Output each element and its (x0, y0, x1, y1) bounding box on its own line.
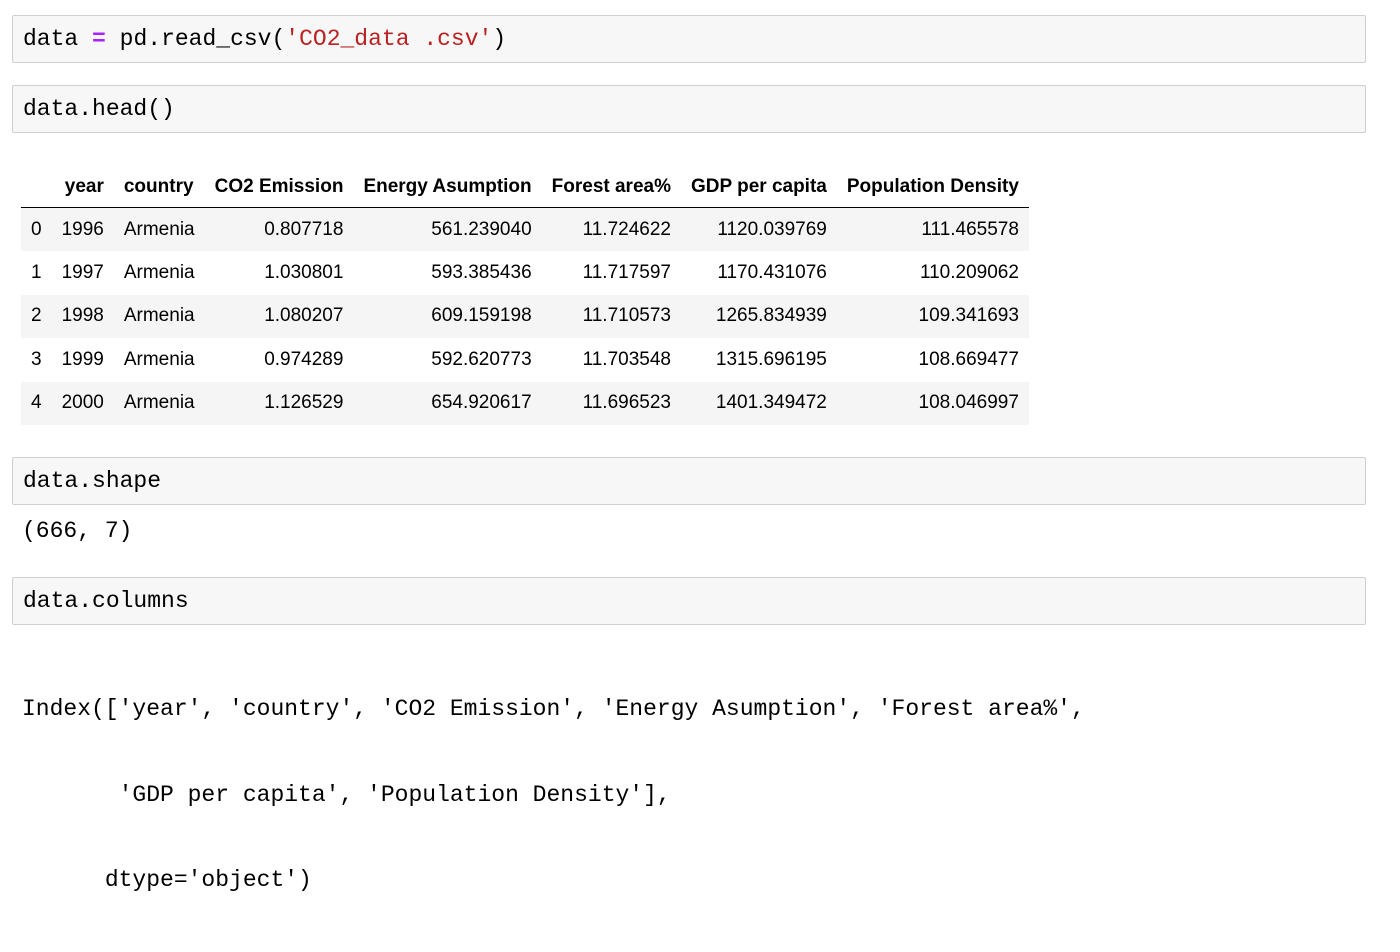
dataframe-output: year country CO2 Emission Energy Asumpti… (21, 167, 1029, 425)
cell-year: 1999 (61, 348, 104, 370)
cell-forest-area: 11.703548 (582, 348, 671, 370)
cell-country: Armenia (123, 218, 195, 240)
cell-co2-emission: 1.030801 (264, 261, 344, 283)
column-header-year: year (51, 167, 114, 208)
notebook: data = pd.read_csv('CO2_data .csv') data… (12, 15, 1366, 893)
code-cell-columns[interactable]: data.columns (12, 577, 1366, 625)
cell-population-density: 108.046997 (918, 392, 1019, 414)
cell-population-density: 108.669477 (918, 348, 1019, 370)
cell-energy-asumption: 561.239040 (431, 218, 532, 240)
code-line: data.shape (23, 458, 161, 504)
code-parens: () (147, 96, 175, 122)
row-index: 1 (31, 261, 42, 283)
cell-forest-area: 11.724622 (582, 218, 671, 240)
columns-output: Index(['year', 'country', 'CO2 Emission'… (22, 638, 1085, 952)
cell-year: 1996 (61, 218, 104, 240)
cell-population-density: 109.341693 (918, 305, 1019, 327)
table-row: 3 1999 Armenia 0.974289 592.620773 11.70… (21, 338, 1029, 382)
cell-year: 2000 (61, 392, 104, 414)
cell-gdp-per-capita: 1401.349472 (715, 392, 827, 414)
code-expression: data.head (23, 96, 148, 122)
cell-forest-area: 11.717597 (582, 261, 671, 283)
code-cell-read-csv[interactable]: data = pd.read_csv('CO2_data .csv') (12, 15, 1366, 63)
code-cell-shape[interactable]: data.shape (12, 457, 1366, 505)
code-cell-head[interactable]: data.head() (12, 85, 1366, 133)
column-header-population-density: Population Density (836, 167, 1029, 208)
cell-co2-emission: 0.807718 (264, 218, 344, 240)
cell-co2-emission: 0.974289 (264, 348, 344, 370)
row-index: 3 (31, 348, 42, 370)
code-expression: data.shape (23, 468, 162, 494)
cell-country: Armenia (123, 261, 195, 283)
cell-year: 1997 (61, 261, 104, 283)
table-row: 2 1998 Armenia 1.080207 609.159198 11.71… (21, 294, 1029, 338)
cell-energy-asumption: 609.159198 (431, 305, 532, 327)
column-header-country: country (113, 167, 205, 208)
code-line: data.columns (23, 578, 189, 624)
code-operator: = (92, 26, 106, 52)
cell-forest-area: 11.696523 (582, 392, 671, 414)
cell-gdp-per-capita: 1265.834939 (715, 305, 827, 327)
cell-forest-area: 11.710573 (582, 305, 671, 327)
cell-energy-asumption: 654.920617 (431, 392, 532, 414)
row-index: 0 (31, 218, 42, 240)
cell-energy-asumption: 592.620773 (431, 348, 532, 370)
column-header-energy-asumption: Energy Asumption (353, 167, 542, 208)
output-line: dtype='object') (22, 867, 312, 893)
index-header (21, 167, 52, 208)
cell-population-density: 110.209062 (919, 261, 1019, 283)
code-string: 'CO2_data .csv' (285, 26, 493, 52)
dataframe-header-row: year country CO2 Emission Energy Asumpti… (21, 167, 1029, 208)
column-header-co2-emission: CO2 Emission (204, 167, 354, 208)
cell-population-density: 111.465578 (921, 218, 1019, 240)
shape-output: (666, 7) (22, 518, 133, 544)
code-line: data.head() (23, 86, 175, 132)
cell-country: Armenia (123, 305, 195, 327)
code-expression: data.columns (23, 588, 189, 614)
code-close-paren: ) (492, 26, 507, 52)
table-row: 0 1996 Armenia 0.807718 561.239040 11.72… (21, 207, 1029, 251)
cell-energy-asumption: 593.385436 (431, 261, 532, 283)
cell-co2-emission: 1.080207 (264, 305, 344, 327)
output-line: 'GDP per capita', 'Population Density'], (22, 781, 671, 808)
table-row: 4 2000 Armenia 1.126529 654.920617 11.69… (21, 381, 1029, 425)
cell-co2-emission: 1.126529 (264, 392, 344, 414)
column-header-forest-area: Forest area% (541, 167, 681, 208)
cell-country: Armenia (123, 392, 195, 414)
cell-gdp-per-capita: 1120.039769 (717, 218, 827, 240)
cell-gdp-per-capita: 1315.696195 (715, 348, 827, 370)
row-index: 2 (31, 305, 42, 327)
column-header-gdp-per-capita: GDP per capita (680, 167, 837, 208)
code-variable: data (23, 26, 79, 52)
cell-year: 1998 (61, 305, 104, 327)
cell-gdp-per-capita: 1170.431076 (717, 261, 827, 283)
row-index: 4 (31, 392, 42, 414)
table-row: 1 1997 Armenia 1.030801 593.385436 11.71… (21, 251, 1029, 295)
code-line: data = pd.read_csv('CO2_data .csv') (23, 16, 506, 62)
code-call: pd.read_csv( (119, 26, 286, 52)
cell-country: Armenia (123, 348, 195, 370)
output-line: Index(['year', 'country', 'CO2 Emission'… (22, 696, 1085, 722)
